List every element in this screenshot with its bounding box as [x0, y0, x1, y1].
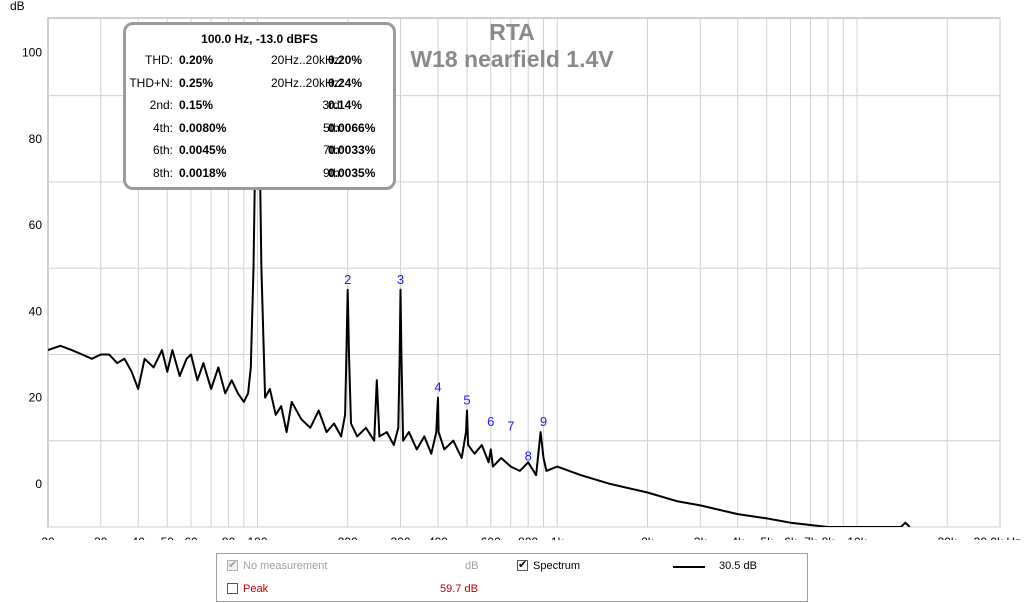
harmonic-markers: 2 3 4 5 6 7 8 9 — [344, 272, 547, 464]
x-tick-label: 8k — [822, 535, 836, 540]
x-tick-label: 80 — [222, 535, 236, 540]
metric-value: 0.0018% — [179, 166, 227, 180]
metric-label: 20Hz..20kHz: — [270, 75, 343, 90]
y-tick-label: 100 — [22, 46, 42, 60]
metric-label: 3rd: — [322, 98, 343, 113]
legend-row-peak: Peak 59.7 dB — [217, 577, 807, 600]
harmonic-label: 5 — [463, 393, 470, 408]
x-tick-label: 30.0k Hz — [974, 535, 1021, 540]
x-tick-label: 200 — [338, 535, 358, 540]
panel-row: 8th: 0.0018% 9th: 0.0035% — [126, 166, 393, 184]
x-tick-label: 3k — [694, 535, 708, 540]
y-tick-label: 40 — [29, 304, 43, 318]
x-tick-label: 100 — [247, 535, 267, 540]
metric-value: 0.0066% — [328, 120, 376, 135]
legend-table: ✔ No measurement dB ✔ Spectrum 30.5 dB P… — [216, 553, 808, 602]
x-tick-label: 1k — [551, 535, 565, 540]
spectrum-label: Spectrum — [533, 560, 581, 572]
metric-value: 0.0033% — [328, 143, 376, 158]
metric-value: 0.15% — [179, 98, 214, 113]
metric-label: 20Hz..20kHz: — [270, 53, 343, 67]
x-tick-label: 600 — [481, 535, 501, 540]
metric-label: 2nd: — [149, 98, 173, 113]
harmonic-label: 8 — [525, 449, 532, 464]
x-tick-labels: 20 30 40 50 60 80 100 200 300 400 600 800 1k 2k 3k 4k 5k… — [41, 535, 1021, 540]
y-tick-label: 80 — [29, 132, 43, 146]
x-tick-label: 4k — [731, 535, 745, 540]
y-tick-label: 0 — [35, 477, 42, 491]
spectrum-value: 30.5 dB — [719, 560, 757, 572]
panel-row: 4th: 0.0080% 5th: 0.0066% — [126, 121, 393, 139]
x-tick-label: 60 — [184, 535, 198, 540]
metric-label: THD: — [145, 53, 173, 67]
metric-label: 7th: — [322, 143, 343, 158]
harmonic-label: 7 — [507, 418, 514, 433]
x-tick-label: 6k — [784, 535, 798, 540]
harmonic-label: 9 — [540, 414, 547, 429]
metric-value: 0.0080% — [179, 120, 227, 135]
x-tick-label: 20 — [41, 535, 55, 540]
peak-label: Peak — [243, 583, 269, 595]
metric-value: 0.20% — [328, 53, 363, 67]
metric-label: 8th: — [152, 166, 173, 180]
legend-row-no-measurement: ✔ No measurement dB ✔ Spectrum 30.5 dB — [217, 554, 807, 577]
x-tick-label: 20k — [938, 535, 958, 540]
panel-header: 100.0 Hz, -13.0 dBFS — [201, 32, 318, 46]
metric-label: THD+N: — [129, 75, 173, 90]
check-icon: ✔ — [228, 559, 238, 571]
x-tick-label: 50 — [161, 535, 175, 540]
harmonic-label: 6 — [487, 414, 494, 429]
metric-value: 0.20% — [179, 53, 214, 67]
harmonic-label: 3 — [397, 272, 404, 287]
chart-subtitle: W18 nearfield 1.4V — [410, 46, 614, 72]
panel-row: THD+N: 0.25% 20Hz..20kHz: 0.24% — [126, 76, 393, 94]
metric-value: 0.0035% — [328, 166, 376, 180]
x-tick-label: 40 — [132, 535, 146, 540]
check-icon: ✔ — [518, 559, 528, 571]
metric-label: 5th: — [322, 120, 343, 135]
distortion-panel[interactable]: 100.0 Hz, -13.0 dBFS THD: 0.20% 20Hz..20kH… — [123, 22, 396, 190]
metric-value: 0.24% — [328, 75, 363, 90]
y-tick-labels: 0 20 40 60 80 100 — [22, 46, 42, 491]
metric-label: 4th: — [152, 120, 173, 135]
x-tick-label: 400 — [428, 535, 448, 540]
peak-checkbox[interactable] — [227, 583, 238, 594]
x-tick-label: 7k — [804, 535, 818, 540]
x-tick-label: 10k — [847, 535, 867, 540]
metric-value: 0.0045% — [179, 143, 227, 158]
harmonic-label: 2 — [344, 272, 351, 287]
y-axis-label: dB — [10, 0, 25, 13]
no-measurement-unit: dB — [465, 560, 479, 572]
metric-value: 0.14% — [328, 98, 363, 113]
panel-row: 2nd: 0.15% 3rd: 0.14% — [126, 98, 393, 116]
no-measurement-label: No measurement — [243, 560, 328, 572]
x-tick-label: 2k — [641, 535, 655, 540]
x-tick-label: 800 — [518, 535, 538, 540]
x-tick-label: 30 — [94, 535, 108, 540]
harmonic-label: 4 — [434, 380, 441, 395]
series-group — [48, 51, 911, 527]
peak-value: 59.7 dB — [440, 583, 478, 595]
metric-label: 9th: — [322, 166, 343, 180]
metric-value: 0.25% — [179, 75, 214, 90]
spectrum-line-swatch — [673, 566, 705, 568]
x-tick-label: 5k — [760, 535, 774, 540]
y-tick-label: 60 — [29, 218, 43, 232]
panel-row: THD: 0.20% 20Hz..20kHz: 0.20% — [126, 53, 393, 71]
chart-title: RTA — [489, 19, 535, 45]
x-tick-label: 300 — [391, 535, 411, 540]
spectrum-line — [48, 51, 911, 527]
y-tick-label: 20 — [29, 391, 43, 405]
metric-label: 6th: — [152, 143, 173, 158]
panel-row: 6th: 0.0045% 7th: 0.0033% — [126, 143, 393, 161]
spectrum-checkbox[interactable]: ✔ — [517, 559, 528, 571]
no-measurement-checkbox[interactable]: ✔ — [227, 559, 238, 571]
